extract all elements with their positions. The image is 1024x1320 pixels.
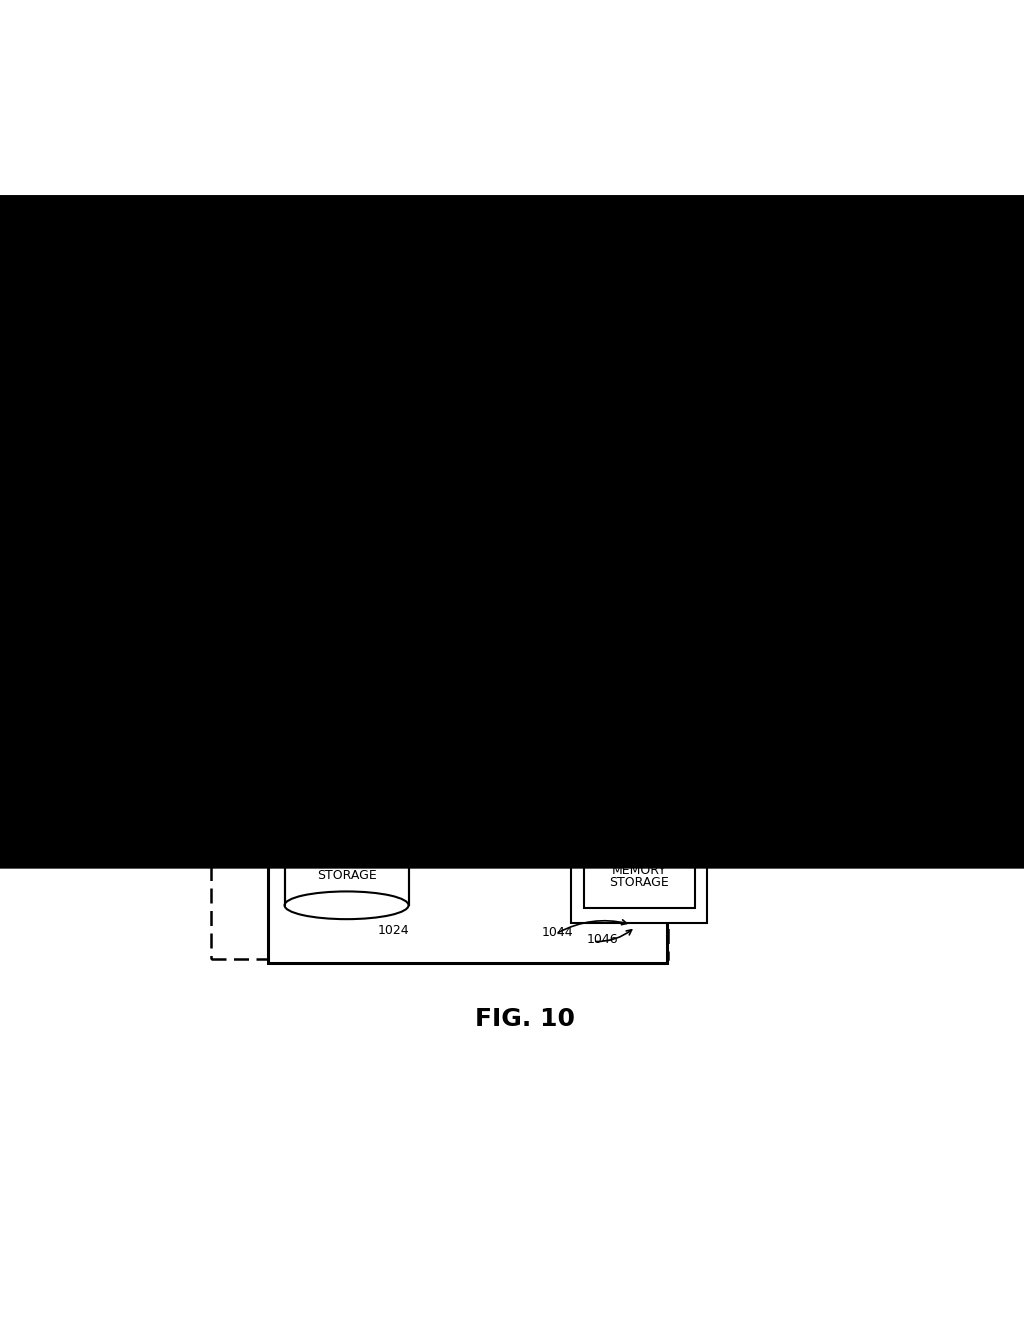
Text: NON: NON — [329, 673, 355, 686]
Bar — [571, 826, 707, 923]
Bar — [411, 339, 608, 378]
Bar — [282, 586, 412, 739]
Bar — [285, 833, 409, 906]
Text: 1018: 1018 — [430, 756, 462, 770]
Text: APPLICATIONS: APPLICATIONS — [463, 352, 557, 366]
Text: 1036: 1036 — [601, 653, 633, 667]
Text: INTERFACE: INTERFACE — [462, 607, 530, 620]
Text: 1032: 1032 — [586, 381, 616, 395]
Bar — [292, 668, 391, 702]
Text: 1048: 1048 — [700, 797, 732, 810]
Text: REMOTE: REMOTE — [612, 837, 666, 850]
Bar — [438, 586, 554, 653]
Text: MEMORY: MEMORY — [319, 612, 374, 626]
Text: 1026: 1026 — [416, 789, 447, 803]
Text: SYSTEM: SYSTEM — [322, 601, 372, 614]
Ellipse shape — [285, 818, 409, 847]
Bar — [411, 293, 608, 333]
Bar — [282, 486, 412, 566]
Text: VOLATILE: VOLATILE — [312, 640, 372, 653]
Text: MODULES: MODULES — [462, 396, 527, 409]
Bar — [582, 729, 696, 797]
Text: 1000: 1000 — [248, 305, 284, 319]
Text: 1040: 1040 — [601, 566, 633, 579]
Text: PROCESSING: PROCESSING — [306, 513, 387, 527]
Text: 1014: 1014 — [416, 486, 447, 499]
Text: 1030: 1030 — [612, 337, 644, 350]
Text: Patent Application Publication: Patent Application Publication — [141, 207, 379, 220]
Text: 1034: 1034 — [535, 425, 566, 437]
Text: 1046: 1046 — [587, 933, 618, 946]
Text: 1038: 1038 — [445, 570, 477, 583]
Bar — [411, 428, 525, 462]
Text: 1020: 1020 — [395, 640, 427, 653]
Bar — [211, 413, 669, 960]
Text: 1012: 1012 — [681, 469, 715, 482]
Bar — [292, 632, 391, 661]
Text: 1016: 1016 — [293, 570, 325, 583]
Bar — [578, 586, 692, 653]
Bar — [584, 846, 694, 908]
Text: COMPUTER(S): COMPUTER(S) — [595, 850, 683, 862]
Text: BUS: BUS — [402, 660, 427, 673]
Text: INPUT: INPUT — [616, 607, 653, 620]
Text: DATA: DATA — [452, 438, 485, 451]
Text: STORAGE: STORAGE — [316, 869, 377, 882]
Text: 1024: 1024 — [378, 924, 410, 937]
Bar — [411, 384, 578, 421]
Text: UNIT: UNIT — [332, 525, 361, 539]
Text: OPERATING SYSTEM: OPERATING SYSTEM — [443, 306, 575, 319]
Text: 1022: 1022 — [395, 678, 427, 692]
Text: OUTPUT: OUTPUT — [609, 519, 660, 532]
Text: ADAPTER(S): ADAPTER(S) — [458, 532, 535, 545]
Text: OUTPUT: OUTPUT — [471, 519, 521, 532]
Bar — [267, 466, 667, 964]
Text: DEVICE(S): DEVICE(S) — [603, 619, 667, 632]
Text: 1028: 1028 — [630, 293, 662, 306]
Text: FIG. 10: FIG. 10 — [475, 1007, 574, 1031]
Text: INTERFACE: INTERFACE — [312, 771, 381, 784]
Text: DEVICE(S): DEVICE(S) — [603, 532, 667, 545]
Text: VOLATILE: VOLATILE — [314, 684, 370, 697]
Text: US 2012/0034916 A1: US 2012/0034916 A1 — [643, 207, 791, 220]
Bar — [578, 498, 692, 566]
Text: CONNECTION(S): CONNECTION(S) — [458, 785, 554, 799]
Text: INTERFACE: INTERFACE — [604, 763, 673, 776]
Text: PORT(S): PORT(S) — [471, 619, 521, 632]
Text: 1042: 1042 — [444, 482, 476, 495]
Ellipse shape — [285, 891, 409, 919]
Text: Feb. 9, 2012   Sheet 10 of 10: Feb. 9, 2012 Sheet 10 of 10 — [360, 207, 562, 220]
Bar — [438, 747, 573, 825]
Text: 1050: 1050 — [454, 731, 485, 744]
Text: MEMORY: MEMORY — [611, 865, 667, 878]
Text: COMMUNICATION: COMMUNICATION — [455, 774, 557, 787]
Bar — [282, 755, 412, 800]
Text: DISK: DISK — [332, 857, 361, 870]
Bar — [438, 498, 554, 566]
Text: NETWORK: NETWORK — [606, 750, 671, 763]
Text: STORAGE: STORAGE — [609, 876, 669, 890]
Text: 1044: 1044 — [542, 925, 573, 939]
